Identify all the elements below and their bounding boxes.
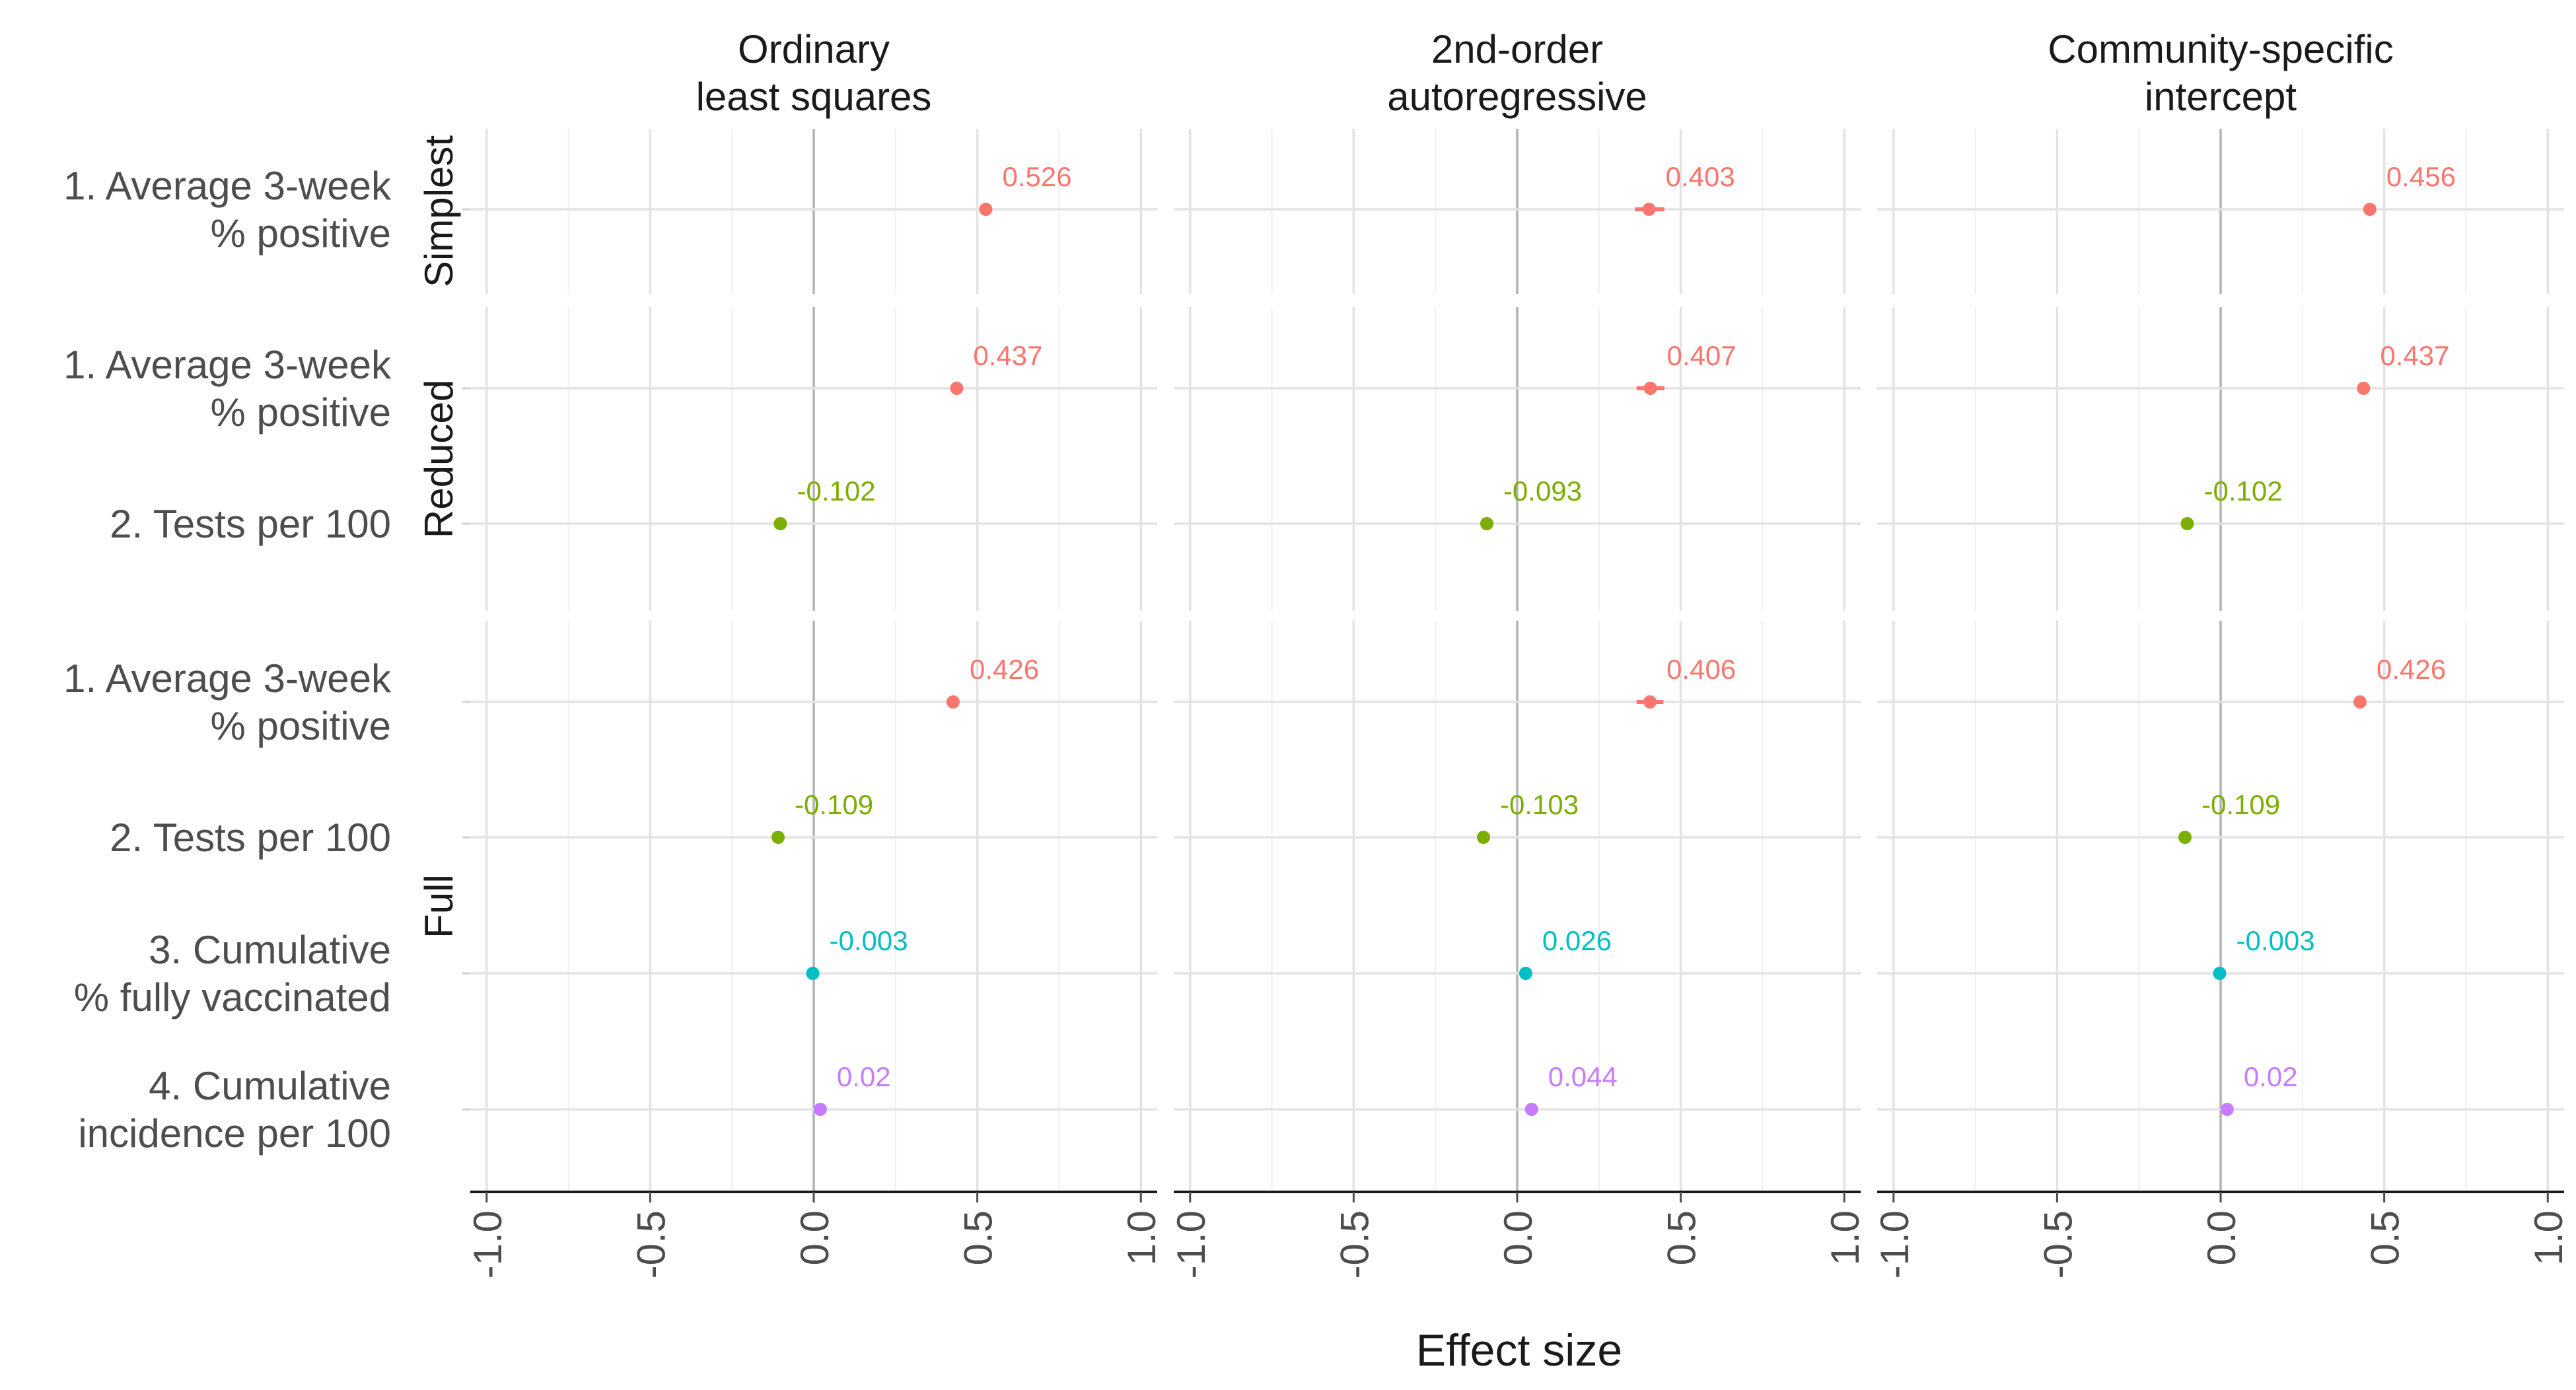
data-label: -0.109 bbox=[795, 789, 873, 820]
data-label: 0.426 bbox=[970, 654, 1039, 685]
x-tick-label: 0.5 bbox=[1660, 1210, 1704, 1265]
data-label: -0.093 bbox=[1503, 475, 1582, 506]
column-title: Community-specific bbox=[2048, 27, 2393, 71]
x-tick-label: -0.5 bbox=[1332, 1210, 1377, 1278]
point-estimate bbox=[979, 203, 993, 216]
point-estimate bbox=[950, 382, 964, 395]
category-label: incidence per 100 bbox=[78, 1111, 391, 1156]
category-label: 2. Tests per 100 bbox=[110, 816, 391, 860]
x-tick-label: -1.0 bbox=[466, 1210, 510, 1278]
column-title: Ordinary bbox=[738, 27, 890, 71]
x-tick-label: 1.0 bbox=[1823, 1210, 1867, 1265]
x-tick-label: 0.0 bbox=[793, 1210, 837, 1265]
row-strip-label: Full bbox=[417, 874, 461, 938]
point-estimate bbox=[1519, 967, 1532, 980]
data-label: 0.407 bbox=[1667, 340, 1736, 371]
category-label: % positive bbox=[211, 704, 391, 748]
category-label: 1. Average 3-week bbox=[63, 164, 392, 208]
data-label: -0.109 bbox=[2201, 789, 2280, 820]
column-title: least squares bbox=[696, 75, 932, 119]
x-tick-label: 0.5 bbox=[2363, 1210, 2408, 1265]
category-label: 1. Average 3-week bbox=[63, 343, 392, 387]
column-title: autoregressive bbox=[1387, 75, 1647, 119]
row-strip-label: Reduced bbox=[417, 380, 461, 538]
data-label: 0.456 bbox=[2386, 161, 2456, 192]
column-title: 2nd-order bbox=[1431, 27, 1603, 71]
point-estimate bbox=[1643, 382, 1657, 395]
data-label: -0.103 bbox=[1500, 789, 1579, 820]
point-estimate bbox=[2213, 967, 2227, 980]
point-estimate bbox=[771, 831, 785, 844]
point-estimate bbox=[813, 1103, 827, 1116]
data-label: 0.426 bbox=[2377, 654, 2446, 685]
row-strip-label: Simplest bbox=[417, 135, 461, 287]
category-label: % positive bbox=[211, 390, 391, 434]
x-axis-title: Effect size bbox=[1416, 1325, 1622, 1375]
x-tick-label: -1.0 bbox=[1169, 1210, 1213, 1278]
point-estimate bbox=[946, 695, 960, 709]
point-estimate bbox=[806, 967, 820, 980]
data-label: 0.02 bbox=[2244, 1061, 2298, 1092]
category-label: 3. Cumulative bbox=[149, 928, 391, 972]
x-tick-label: -0.5 bbox=[629, 1210, 673, 1278]
data-label: 0.02 bbox=[837, 1061, 891, 1092]
category-label: % fully vaccinated bbox=[74, 975, 391, 1020]
data-label: -0.003 bbox=[2236, 925, 2315, 956]
point-estimate bbox=[1480, 517, 1493, 530]
data-label: -0.102 bbox=[2203, 475, 2282, 506]
point-estimate bbox=[2178, 831, 2192, 844]
category-label: % positive bbox=[211, 211, 391, 256]
data-label: 0.406 bbox=[1666, 654, 1736, 685]
point-estimate bbox=[2363, 203, 2377, 216]
category-label: 4. Cumulative bbox=[149, 1064, 391, 1108]
data-label: 0.044 bbox=[1548, 1061, 1618, 1092]
point-estimate bbox=[2180, 517, 2194, 530]
x-tick-label: 1.0 bbox=[2526, 1210, 2571, 1265]
data-label: 0.526 bbox=[1002, 161, 1071, 192]
point-estimate bbox=[2220, 1103, 2234, 1116]
point-estimate bbox=[2353, 695, 2367, 709]
x-tick-label: 1.0 bbox=[1120, 1210, 1164, 1265]
data-label: 0.437 bbox=[973, 340, 1042, 371]
x-tick-label: 0.0 bbox=[1496, 1210, 1540, 1265]
column-title: intercept bbox=[2145, 75, 2297, 119]
point-estimate bbox=[1524, 1103, 1538, 1116]
text-layer: -1.0 -0.5 0.0 0.5 1.0 -1.0 -0.5 0.0 0.5 1.0 -1.0 -0… bbox=[63, 27, 2571, 1278]
x-tick-label: 0.5 bbox=[956, 1210, 1001, 1265]
data-label: 0.403 bbox=[1666, 161, 1735, 192]
x-tick-label: 0.0 bbox=[2200, 1210, 2244, 1265]
point-estimate bbox=[773, 517, 787, 530]
marks-layer bbox=[470, 203, 2564, 1202]
category-label: 1. Average 3-week bbox=[63, 656, 392, 701]
data-label: 0.437 bbox=[2380, 340, 2449, 371]
x-tick-label: -0.5 bbox=[2036, 1210, 2080, 1278]
point-estimate bbox=[1476, 831, 1490, 844]
data-label: -0.102 bbox=[797, 475, 875, 506]
x-tick-label: -1.0 bbox=[1873, 1210, 1917, 1278]
category-label: 2. Tests per 100 bbox=[110, 502, 391, 546]
data-label: -0.003 bbox=[830, 925, 908, 956]
data-label: 0.026 bbox=[1542, 925, 1612, 956]
point-estimate bbox=[2357, 382, 2371, 395]
grid-layer bbox=[462, 129, 2564, 1192]
point-estimate bbox=[1642, 203, 1656, 216]
point-estimate bbox=[1643, 695, 1657, 709]
